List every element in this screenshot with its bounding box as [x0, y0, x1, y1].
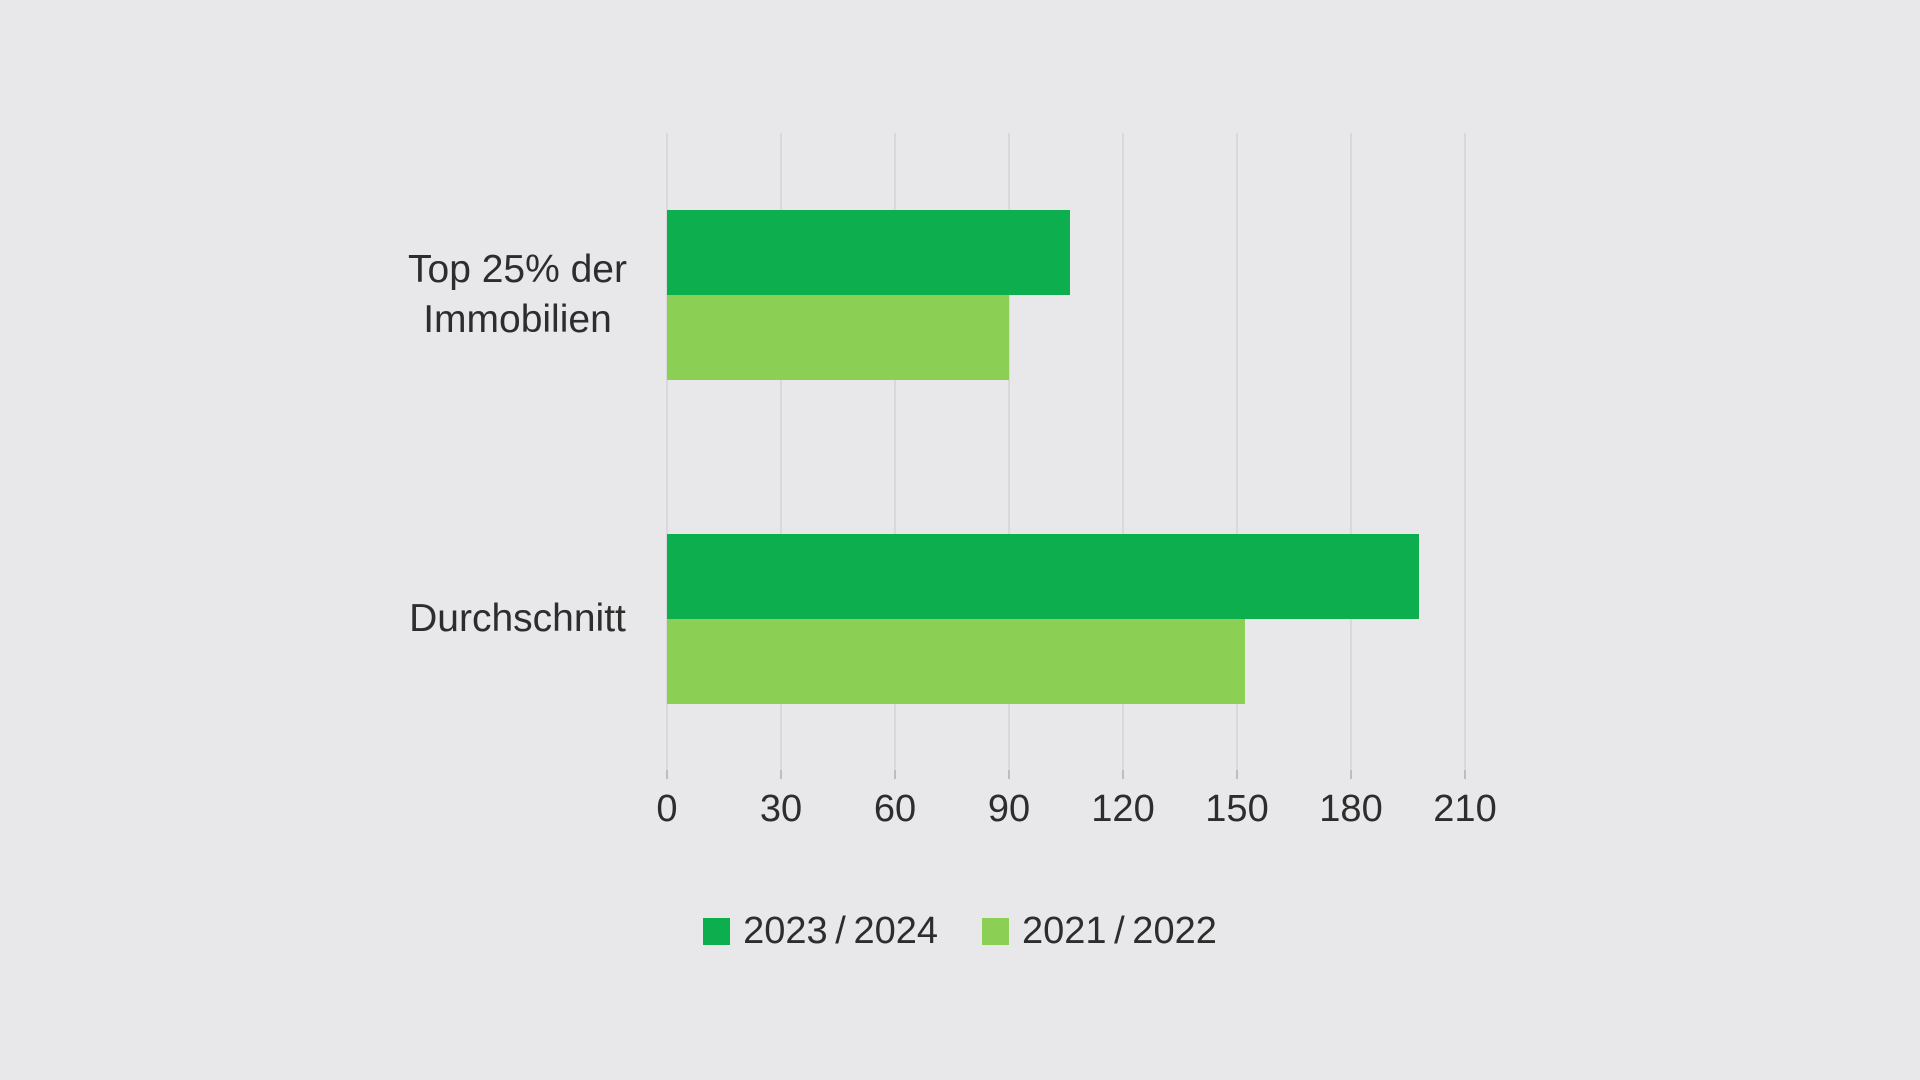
legend: 2023 / 2024 2021 / 2022: [0, 903, 1920, 959]
category-label-top-25: Top 25% der Immobilien: [408, 248, 627, 341]
tickmark-120: [1122, 770, 1124, 779]
x-tick-label-180: 180: [1319, 788, 1383, 830]
tickmark-30: [780, 770, 782, 779]
gridline-120: [1122, 133, 1124, 770]
bar-2023-2024-durchschnitt: [667, 534, 1420, 619]
legend-label-2023-2024: 2023 / 2024: [743, 909, 938, 952]
gridline-90: [1008, 133, 1010, 770]
gridline-210: [1464, 133, 1466, 770]
legend-swatch-2023-2024: [703, 917, 731, 945]
x-tick-label-90: 90: [987, 788, 1031, 830]
x-tick-label-30: 30: [759, 788, 803, 830]
gridline-0: [666, 133, 668, 770]
tickmark-90: [1008, 770, 1010, 779]
gridline-180: [1350, 133, 1352, 770]
bar-2023-2024-top-25: [667, 210, 1070, 295]
gridline-150: [1236, 133, 1238, 770]
gridline-30: [780, 133, 782, 770]
legend-item-2021-2022: 2021 / 2022: [982, 910, 1217, 953]
category-label-durchschnitt: Durchschnitt: [409, 597, 626, 640]
bar-2021-2022-top-25: [667, 295, 1009, 380]
legend-swatch-2021-2022: [982, 917, 1009, 945]
tickmark-150: [1236, 770, 1238, 779]
tickmark-60: [894, 770, 896, 779]
x-tick-label-120: 120: [1091, 788, 1155, 830]
x-tick-label-210: 210: [1433, 788, 1497, 830]
x-tick-label-150: 150: [1205, 788, 1269, 830]
legend-item-2023-2024: 2023 / 2024: [703, 910, 938, 953]
tickmark-210: [1464, 770, 1466, 779]
gridline-60: [894, 133, 896, 770]
tickmark-0: [666, 770, 668, 779]
tickmark-180: [1350, 770, 1352, 779]
x-tick-label-0: 0: [656, 788, 678, 830]
bar-2021-2022-durchschnitt: [667, 619, 1245, 704]
plot-area: 0 30 60 90 120 150 180 210: [656, 133, 1497, 830]
legend-label-2021-2022: 2021 / 2022: [1022, 909, 1217, 952]
x-tick-label-60: 60: [873, 788, 917, 830]
